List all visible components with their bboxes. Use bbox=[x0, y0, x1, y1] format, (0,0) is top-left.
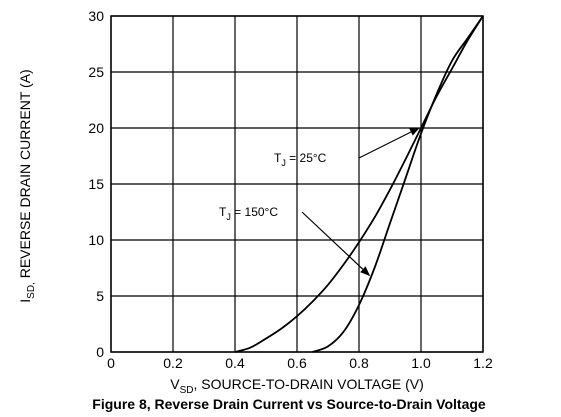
y-tick-labels: 0 5 10 15 20 25 30 bbox=[88, 8, 104, 360]
series-label-symbol: T bbox=[219, 205, 227, 219]
x-axis-title-symbol: V bbox=[170, 376, 180, 392]
x-tick-label: 0.8 bbox=[349, 355, 369, 371]
series-label: TJ = 25°C bbox=[274, 151, 327, 168]
grid bbox=[110, 15, 484, 353]
annotation-tj-150c: TJ = 150°C bbox=[219, 205, 371, 277]
series-label-subscript: J bbox=[226, 212, 231, 222]
series-label-text: = 25°C bbox=[286, 151, 327, 165]
figure-caption: Figure 8, Reverse Drain Current vs Sourc… bbox=[92, 396, 486, 412]
x-tick-labels: 0 0.2 0.4 0.6 0.8 1.0 1.2 bbox=[107, 355, 493, 371]
x-tick-label: 1.2 bbox=[473, 355, 493, 371]
plot-frame bbox=[110, 15, 484, 353]
series-label-text: = 150°C bbox=[231, 205, 278, 219]
x-axis-title-subscript: SD bbox=[180, 385, 194, 396]
x-tick-label: 0.2 bbox=[163, 355, 183, 371]
y-axis-title: ISD, REVERSE DRAIN CURRENT (A) bbox=[17, 69, 37, 302]
series-label: TJ = 150°C bbox=[219, 205, 278, 222]
series-line-tj-150c bbox=[312, 15, 484, 353]
series-lines bbox=[234, 15, 484, 353]
x-axis-title: VSD, SOURCE-TO-DRAIN VOLTAGE (V) bbox=[170, 376, 424, 396]
series-label-symbol: T bbox=[274, 151, 282, 165]
y-tick-label: 20 bbox=[88, 120, 104, 136]
y-tick-label: 0 bbox=[96, 344, 104, 360]
x-tick-label: 1.0 bbox=[411, 355, 431, 371]
y-tick-label: 25 bbox=[88, 64, 104, 80]
annotations: TJ = 25°CTJ = 150°C bbox=[219, 127, 420, 277]
x-axis-title-text: , SOURCE-TO-DRAIN VOLTAGE (V) bbox=[194, 376, 424, 392]
x-tick-label: 0.4 bbox=[225, 355, 245, 371]
annotation-arrow bbox=[301, 211, 371, 277]
y-tick-label: 10 bbox=[88, 232, 104, 248]
y-axis-title-subscript: SD, bbox=[26, 282, 37, 299]
annotation-tj-25c: TJ = 25°C bbox=[274, 127, 420, 168]
series-line-tj-25c bbox=[234, 15, 484, 353]
x-tick-label: 0 bbox=[107, 355, 115, 371]
annotation-arrow bbox=[358, 127, 420, 159]
x-tick-label: 0.6 bbox=[287, 355, 307, 371]
series-label-subscript: J bbox=[281, 158, 286, 168]
y-tick-label: 5 bbox=[96, 288, 104, 304]
y-tick-label: 15 bbox=[88, 176, 104, 192]
y-axis-title-symbol: I bbox=[17, 299, 33, 303]
y-axis-title-text: REVERSE DRAIN CURRENT (A) bbox=[17, 69, 33, 282]
y-tick-label: 30 bbox=[88, 8, 104, 24]
